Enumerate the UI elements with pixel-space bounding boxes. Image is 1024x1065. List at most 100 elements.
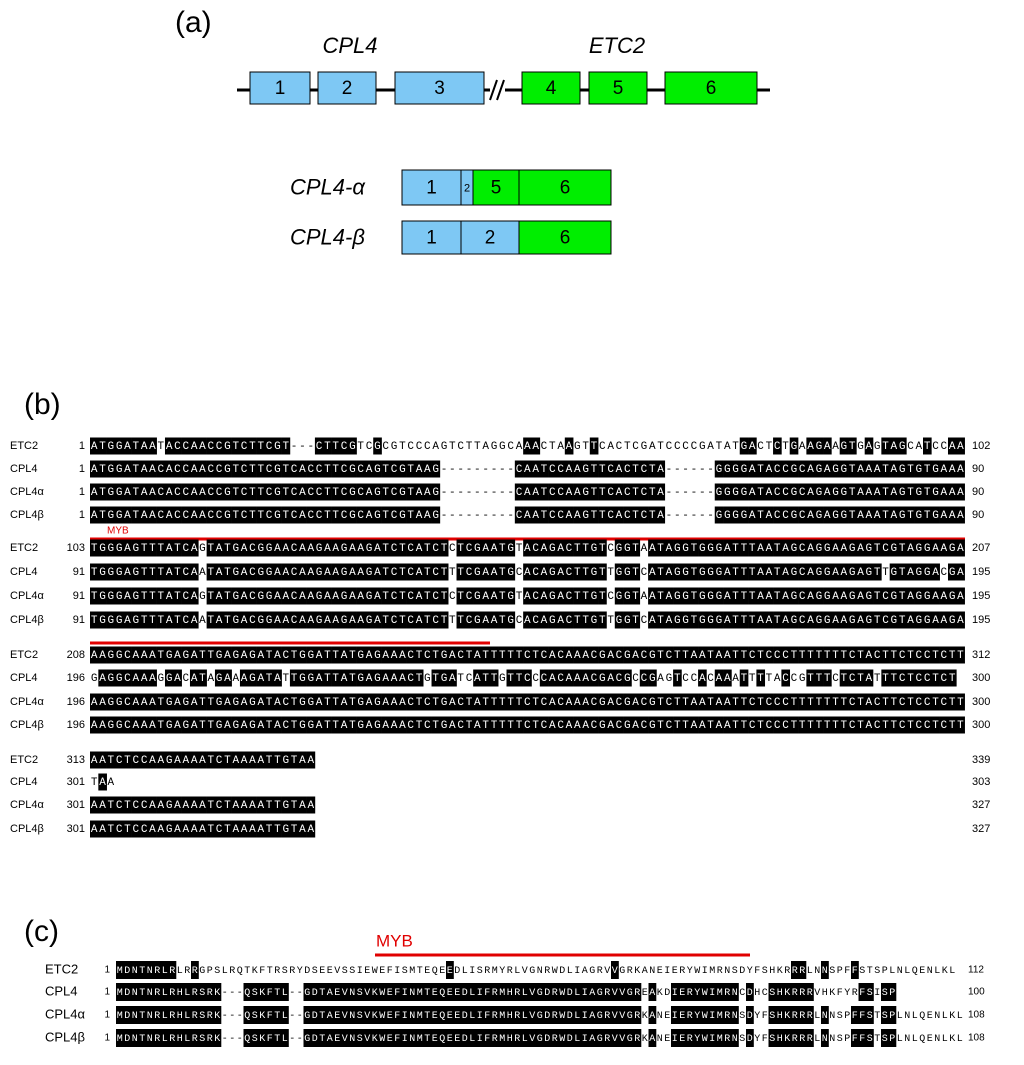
- identity-shade: [431, 483, 441, 501]
- identity-shade: [698, 716, 707, 734]
- identity-shade: [864, 716, 874, 734]
- identity-shade: [326, 983, 334, 1001]
- identity-shade: [251, 1006, 259, 1024]
- identity-shade: [551, 983, 559, 1001]
- identity-shade: [798, 646, 807, 664]
- identity-shade: [589, 437, 599, 455]
- identity-shade: [848, 563, 857, 581]
- identity-shade: [476, 1029, 484, 1047]
- identity-shade: [798, 563, 807, 581]
- identity-shade: [153, 961, 162, 979]
- identity-shade: [773, 539, 782, 557]
- identity-shade: [947, 539, 957, 557]
- identity-shade: [306, 796, 316, 814]
- identity-shade: [248, 506, 257, 524]
- identity-shade: [831, 693, 840, 711]
- identity-shade: [589, 539, 599, 557]
- identity-shade: [514, 506, 524, 524]
- identity-shade: [356, 460, 366, 478]
- identity-shade: [548, 587, 557, 605]
- identity-shade: [831, 539, 840, 557]
- identity-shade: [864, 506, 874, 524]
- identity-shade: [206, 693, 216, 711]
- identity-shade: [598, 611, 607, 629]
- identity-shade: [739, 539, 749, 557]
- identity-shade: [348, 437, 357, 455]
- identity-shade: [764, 506, 774, 524]
- identity-shade: [273, 483, 282, 501]
- identity-shade: [626, 1029, 634, 1047]
- identity-shade: [864, 563, 874, 581]
- identity-shade: [139, 460, 149, 478]
- identity-shade: [123, 611, 132, 629]
- identity-shade: [416, 983, 424, 1001]
- identity-shade: [106, 539, 116, 557]
- identity-shade: [698, 646, 707, 664]
- identity-shade: [556, 646, 566, 664]
- identity-shade: [923, 646, 932, 664]
- identity-shade: [923, 669, 932, 687]
- identity-shade: [864, 611, 874, 629]
- identity-shade: [531, 611, 541, 629]
- identity-shade: [898, 539, 907, 557]
- identity-shade: [231, 587, 241, 605]
- identity-shade: [389, 611, 399, 629]
- identity-shade: [648, 1006, 657, 1024]
- start-position: 1: [79, 509, 85, 521]
- identity-shade: [356, 611, 366, 629]
- identity-shade: [923, 716, 932, 734]
- identity-shade: [714, 506, 724, 524]
- identity-shade: [598, 539, 607, 557]
- identity-shade: [623, 611, 632, 629]
- identity-shade: [339, 669, 349, 687]
- start-position: 196: [67, 672, 85, 684]
- identity-shade: [623, 483, 632, 501]
- identity-shade: [806, 669, 816, 687]
- identity-shade: [539, 611, 549, 629]
- end-position: 327: [972, 823, 990, 835]
- identity-shade: [248, 611, 257, 629]
- identity-shade: [573, 460, 582, 478]
- identity-shade: [714, 483, 724, 501]
- identity-shade: [473, 539, 482, 557]
- identity-shade: [581, 669, 591, 687]
- identity-shade: [181, 693, 191, 711]
- identity-shade: [189, 483, 199, 501]
- identity-shade: [339, 563, 349, 581]
- identity-shade: [408, 1029, 417, 1047]
- identity-shade: [326, 1029, 334, 1047]
- identity-shade: [606, 506, 616, 524]
- identity-shade: [858, 1029, 867, 1047]
- start-position: 196: [67, 719, 85, 731]
- identity-shade: [739, 716, 749, 734]
- identity-shade: [664, 716, 674, 734]
- identity-shade: [123, 1029, 132, 1047]
- identity-shade: [148, 437, 157, 455]
- identity-shade: [689, 563, 699, 581]
- identity-shade: [856, 587, 865, 605]
- identity-shade: [831, 563, 840, 581]
- identity-shade: [956, 693, 965, 711]
- identity-shade: [323, 669, 332, 687]
- identity-shade: [491, 983, 499, 1001]
- identity-shade: [468, 983, 477, 1001]
- identity-shade: [746, 1029, 754, 1047]
- identity-shade: [573, 539, 582, 557]
- identity-shade: [139, 611, 149, 629]
- identity-shade: [214, 646, 224, 664]
- identity-shade: [764, 646, 774, 664]
- identity-shade: [698, 587, 707, 605]
- identity-shade: [523, 539, 532, 557]
- identity-shade: [756, 539, 766, 557]
- identity-shade: [573, 587, 582, 605]
- identity-shade: [498, 539, 507, 557]
- identity-shade: [564, 539, 574, 557]
- start-position: 301: [67, 776, 85, 788]
- identity-shade: [656, 611, 666, 629]
- identity-shade: [848, 716, 857, 734]
- identity-shade: [678, 983, 687, 1001]
- identity-shade: [314, 506, 324, 524]
- identity-shade: [153, 983, 162, 1001]
- start-position: 1: [104, 987, 110, 998]
- identity-shade: [414, 563, 424, 581]
